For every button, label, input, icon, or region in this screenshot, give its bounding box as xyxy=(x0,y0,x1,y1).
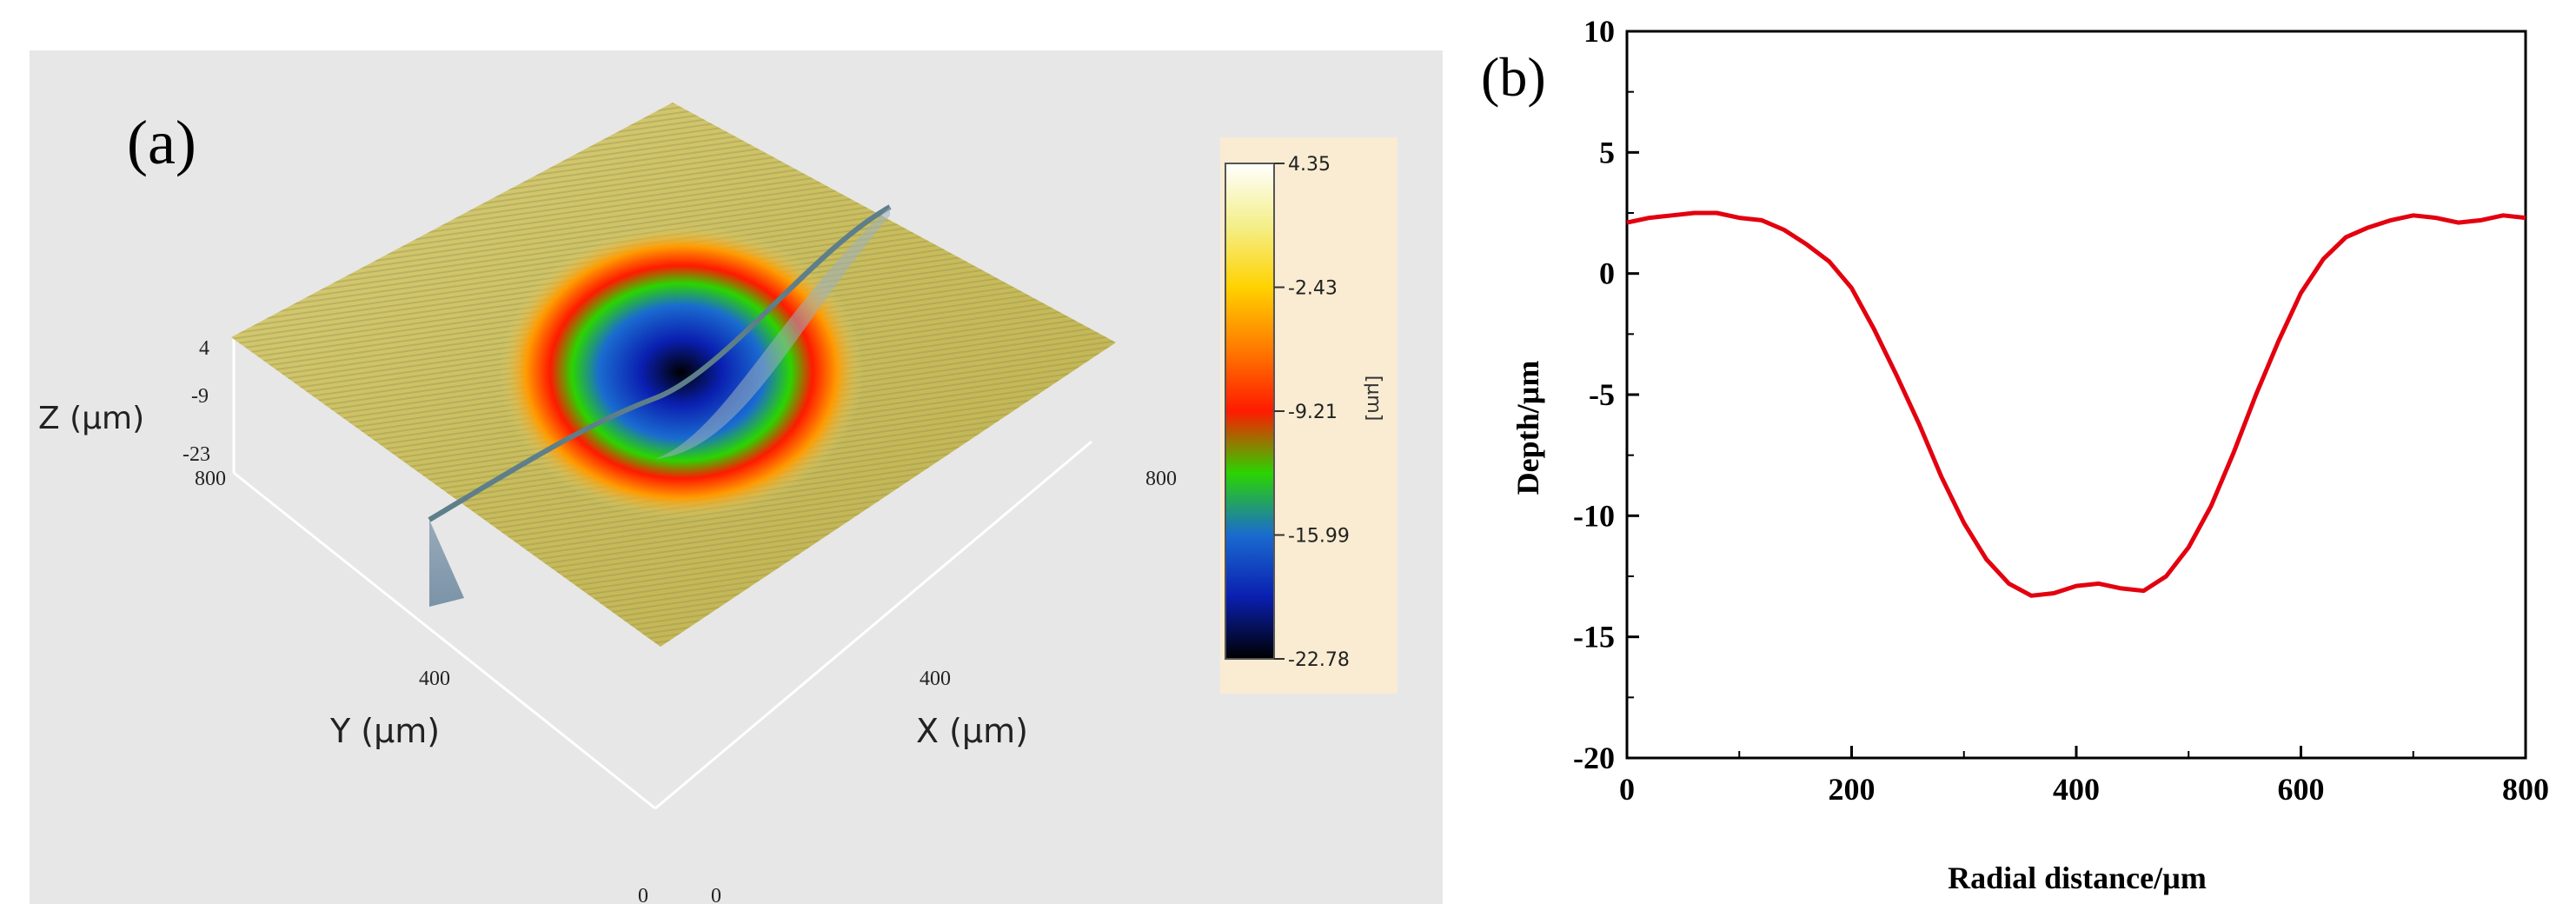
y-tick-800: 800 xyxy=(195,468,226,490)
x-axis-ticks: 0 200 400 600 800 xyxy=(1619,746,2549,807)
x-axis-label: Radial distance/µm xyxy=(1948,861,2207,895)
surface-3d-panel: (a) Z (µm) 4 -9 -23 800 400 0 Y (µm) 800… xyxy=(30,50,1443,904)
colorbar-ramp xyxy=(1225,163,1275,660)
z-tick-top: 4 xyxy=(199,337,209,360)
surface-3d-figure: (a) Z (µm) 4 -9 -23 800 400 0 Y (µm) 800… xyxy=(38,103,1398,904)
colorbar-tick-label: -9.21 xyxy=(1288,402,1338,423)
z-tick-bottom: -23 xyxy=(183,443,210,466)
panel-b-label: (b) xyxy=(1481,46,1546,108)
y-tick-0: 0 xyxy=(638,885,648,904)
x-tick-label: 0 xyxy=(1619,772,1635,807)
z-tick-mid: -9 xyxy=(191,385,209,408)
y-axis-label: Depth/µm xyxy=(1510,361,1545,495)
x-tick-label: 200 xyxy=(1829,772,1876,807)
y-tick-label: 10 xyxy=(1583,14,1615,49)
x-tick-label: 600 xyxy=(2278,772,2325,807)
crater xyxy=(499,224,864,520)
axis-frame xyxy=(232,337,1092,810)
colorbar-tick-label: 4.35 xyxy=(1288,154,1331,176)
y-tick-label: -20 xyxy=(1573,741,1615,775)
x-tick-800: 800 xyxy=(1145,468,1177,490)
profile-line xyxy=(428,204,892,522)
x-tick-400: 400 xyxy=(920,668,951,690)
colorbar-ticks: 4.35 -2.43 -9.21 -15.99 -22.78 xyxy=(1274,154,1350,671)
x-tick-0: 0 xyxy=(711,885,721,904)
plot-area xyxy=(1625,30,2527,760)
x-tick-label: 800 xyxy=(2502,772,2549,807)
y-tick-label: -5 xyxy=(1589,377,1615,412)
colorbar-tick-label: -2.43 xyxy=(1288,278,1338,300)
colorbar-unit: [µm] xyxy=(1363,376,1384,422)
plot-frame xyxy=(1625,30,2527,760)
profile-slice xyxy=(429,520,464,607)
y-axis-label: Y (µm) xyxy=(329,712,440,750)
y-tick-label: 0 xyxy=(1599,256,1615,291)
depth-profile-line xyxy=(1626,210,2526,598)
z-axis-label: Z (µm) xyxy=(38,401,144,436)
x-axis-label: X (µm) xyxy=(916,712,1028,750)
y-tick-400: 400 xyxy=(419,668,450,690)
y-tick-label: -10 xyxy=(1573,498,1615,533)
y-tick-label: -15 xyxy=(1573,620,1615,655)
colorbar-tick-label: -15.99 xyxy=(1288,526,1350,548)
y-axis-ticks: -20 -15 -10 -5 0 5 10 xyxy=(1573,14,1639,775)
profile-slice-wall xyxy=(655,207,890,459)
colorbar: 4.35 -2.43 -9.21 -15.99 -22.78 [µm] xyxy=(1220,137,1398,694)
y-tick-label: 5 xyxy=(1599,135,1615,170)
x-tick-label: 400 xyxy=(2053,772,2100,807)
colorbar-tick-label: -22.78 xyxy=(1288,649,1350,671)
depth-profile-chart: (b) -20 -15 -10 -5 0 5 10 0 200 400 600 800 Depth/… xyxy=(1481,14,2549,895)
panel-a-label: (a) xyxy=(127,108,196,177)
